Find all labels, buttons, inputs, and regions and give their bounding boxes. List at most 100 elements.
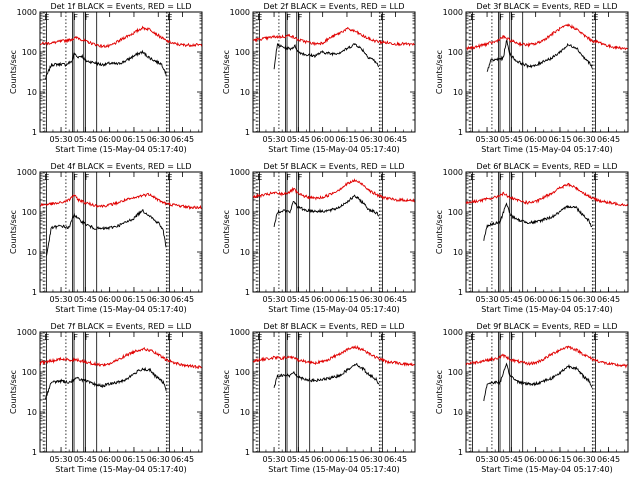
x-tick-label: 06:00 [311,455,334,464]
x-tick-label: 06:15 [335,455,358,464]
x-tick-label: 05:45 [287,455,310,464]
x-tick-label: 05:45 [287,295,310,304]
y-axis-label: Counts/sec [9,370,18,414]
y-tick-label: 10 [240,88,250,97]
y-tick-label: 10 [453,248,463,257]
marker-letter: F [73,173,78,182]
y-tick-label: 1000 [443,168,463,177]
series-line-lld [465,345,628,369]
marker-letter: F [298,333,303,342]
y-axis-label: Counts/sec [435,370,444,414]
x-tick-label: 05:30 [263,295,286,304]
x-axis-label: Start Time (15-May-04 05:17:40) [481,465,612,474]
y-tick-label: 10 [27,248,37,257]
plot-frame [39,171,203,293]
x-tick-label: 06:30 [573,135,596,144]
series-line-lld [465,182,629,207]
y-tick-label: 1 [245,128,250,137]
plot-frame [39,331,203,453]
chart-title: Det 2f BLACK = Events, RED = LLD [263,2,404,11]
series-line-lld [39,192,202,211]
series-line-events [273,43,380,70]
marker-letter: E [593,13,598,22]
x-tick-label: 05:30 [50,455,73,464]
x-tick-label: 05:30 [476,455,499,464]
x-tick-label: 06:00 [311,135,334,144]
x-axis-label: Start Time (15-May-04 05:17:40) [55,305,186,314]
marker-letter: E [44,333,49,342]
y-tick-label: 10 [453,408,463,417]
y-tick-label: 1 [245,448,250,457]
series-line-events [273,362,380,388]
y-tick-label: 1 [32,128,37,137]
x-tick-label: 06:15 [122,455,145,464]
x-axis-label: Start Time (15-May-04 05:17:40) [268,145,399,154]
plot-frame [252,171,416,293]
x-tick-label: 05:45 [74,295,97,304]
chart-title: Det 1f BLACK = Events, RED = LLD [50,2,191,11]
y-axis-label: Counts/sec [222,50,231,94]
x-tick-label: 06:30 [573,455,596,464]
x-tick-label: 06:30 [360,295,383,304]
y-tick-label: 10 [27,88,37,97]
marker-letter: E [593,173,598,182]
x-tick-label: 05:30 [50,135,73,144]
x-tick-label: 06:00 [98,455,121,464]
series-line-lld [252,26,415,47]
y-tick-label: 1 [32,448,37,457]
x-tick-label: 06:30 [360,455,383,464]
chart-panel: 1 10 100 1000 05:30 05:45 06:00 06:15 06:30 06:45… [435,322,629,474]
x-tick-label: 06:45 [384,295,407,304]
y-tick-label: 1000 [443,328,463,337]
y-tick-label: 100 [448,368,463,377]
x-tick-label: 05:45 [500,295,523,304]
x-axis-label: Start Time (15-May-04 05:17:40) [268,305,399,314]
x-tick-label: 06:45 [171,455,194,464]
chart-title: Det 9f BLACK = Events, RED = LLD [476,322,617,331]
y-tick-label: 10 [240,408,250,417]
series-line-events [44,49,167,81]
y-tick-label: 1000 [17,8,37,17]
chart-title: Det 4f BLACK = Events, RED = LLD [50,162,191,171]
y-tick-label: 1 [458,448,463,457]
plot-frame [465,11,629,133]
marker-letter: F [73,333,78,342]
marker-letter: E [257,333,262,342]
x-tick-label: 06:30 [147,135,170,144]
x-tick-label: 05:30 [50,295,73,304]
x-tick-label: 06:30 [573,295,596,304]
series-line-events [483,362,593,402]
series-line-events [273,194,380,227]
chart-title: Det 6f BLACK = Events, RED = LLD [476,162,617,171]
series-line-events [44,366,167,401]
chart-title: Det 5f BLACK = Events, RED = LLD [263,162,404,171]
y-tick-label: 10 [453,88,463,97]
x-tick-label: 06:15 [548,455,571,464]
marker-letter: F [511,333,516,342]
plot-frame [465,331,629,453]
x-axis-label: Start Time (15-May-04 05:17:40) [481,305,612,314]
chart-panel: 1 10 100 1000 05:30 05:45 06:00 06:15 06:30 06:45… [435,2,629,154]
x-tick-label: 06:00 [524,295,547,304]
marker-letter: F [511,13,516,22]
series-line-lld [465,23,628,51]
x-tick-label: 06:45 [384,455,407,464]
series-line-lld [252,178,415,203]
y-tick-label: 1 [245,288,250,297]
x-tick-label: 06:15 [122,295,145,304]
x-tick-label: 05:45 [500,135,523,144]
x-tick-label: 06:15 [548,295,571,304]
x-tick-label: 06:30 [360,135,383,144]
y-tick-label: 100 [448,48,463,57]
y-tick-label: 10 [240,248,250,257]
y-tick-label: 1000 [17,168,37,177]
marker-letter: F [286,333,291,342]
x-tick-label: 05:30 [263,135,286,144]
chart-panel: 1 10 100 1000 05:30 05:45 06:00 06:15 06:30 06:45… [222,2,416,154]
x-tick-label: 06:00 [524,135,547,144]
x-tick-label: 06:45 [384,135,407,144]
y-tick-label: 100 [22,48,37,57]
x-tick-label: 06:15 [335,295,358,304]
y-tick-label: 100 [235,208,250,217]
x-tick-label: 06:15 [548,135,571,144]
